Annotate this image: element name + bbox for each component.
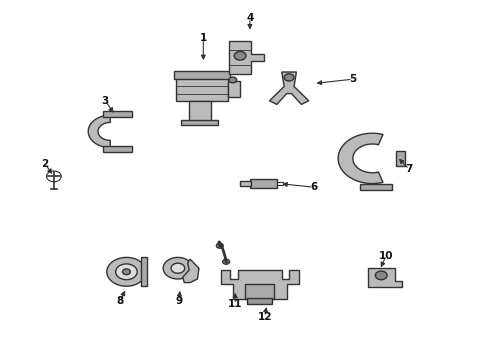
Text: 9: 9 bbox=[175, 296, 182, 306]
Bar bbox=[360, 184, 392, 190]
Bar bbox=[396, 151, 405, 166]
Bar bbox=[103, 111, 132, 117]
Bar bbox=[141, 257, 147, 286]
Polygon shape bbox=[338, 133, 383, 184]
Bar bbox=[181, 120, 218, 125]
Circle shape bbox=[234, 51, 246, 60]
Text: 8: 8 bbox=[117, 296, 123, 306]
Bar bbox=[228, 81, 240, 97]
Bar bbox=[250, 179, 277, 188]
Circle shape bbox=[171, 263, 185, 273]
Bar bbox=[247, 298, 272, 304]
Polygon shape bbox=[88, 115, 110, 148]
Bar bbox=[174, 71, 230, 79]
Circle shape bbox=[122, 269, 130, 275]
Circle shape bbox=[284, 74, 294, 81]
Text: 11: 11 bbox=[228, 299, 243, 309]
Polygon shape bbox=[368, 268, 402, 287]
Text: 12: 12 bbox=[257, 312, 272, 322]
Circle shape bbox=[116, 264, 137, 280]
Polygon shape bbox=[229, 41, 264, 74]
Text: 7: 7 bbox=[405, 164, 413, 174]
Circle shape bbox=[229, 77, 237, 83]
Text: 10: 10 bbox=[379, 251, 393, 261]
Polygon shape bbox=[270, 72, 309, 104]
Circle shape bbox=[107, 257, 146, 286]
Bar bbox=[103, 146, 132, 152]
Circle shape bbox=[222, 259, 229, 264]
Circle shape bbox=[217, 243, 223, 248]
Text: 5: 5 bbox=[349, 74, 356, 84]
Text: 1: 1 bbox=[200, 33, 207, 43]
Text: 3: 3 bbox=[102, 96, 109, 106]
Text: 6: 6 bbox=[310, 182, 317, 192]
Circle shape bbox=[163, 257, 193, 279]
Bar bbox=[189, 101, 211, 121]
Bar bbox=[240, 181, 251, 186]
Circle shape bbox=[375, 271, 387, 280]
Polygon shape bbox=[183, 259, 199, 283]
Text: 2: 2 bbox=[42, 159, 49, 169]
Text: 4: 4 bbox=[246, 13, 254, 23]
Polygon shape bbox=[220, 270, 299, 299]
Bar bbox=[176, 74, 228, 101]
Bar bbox=[245, 284, 274, 299]
